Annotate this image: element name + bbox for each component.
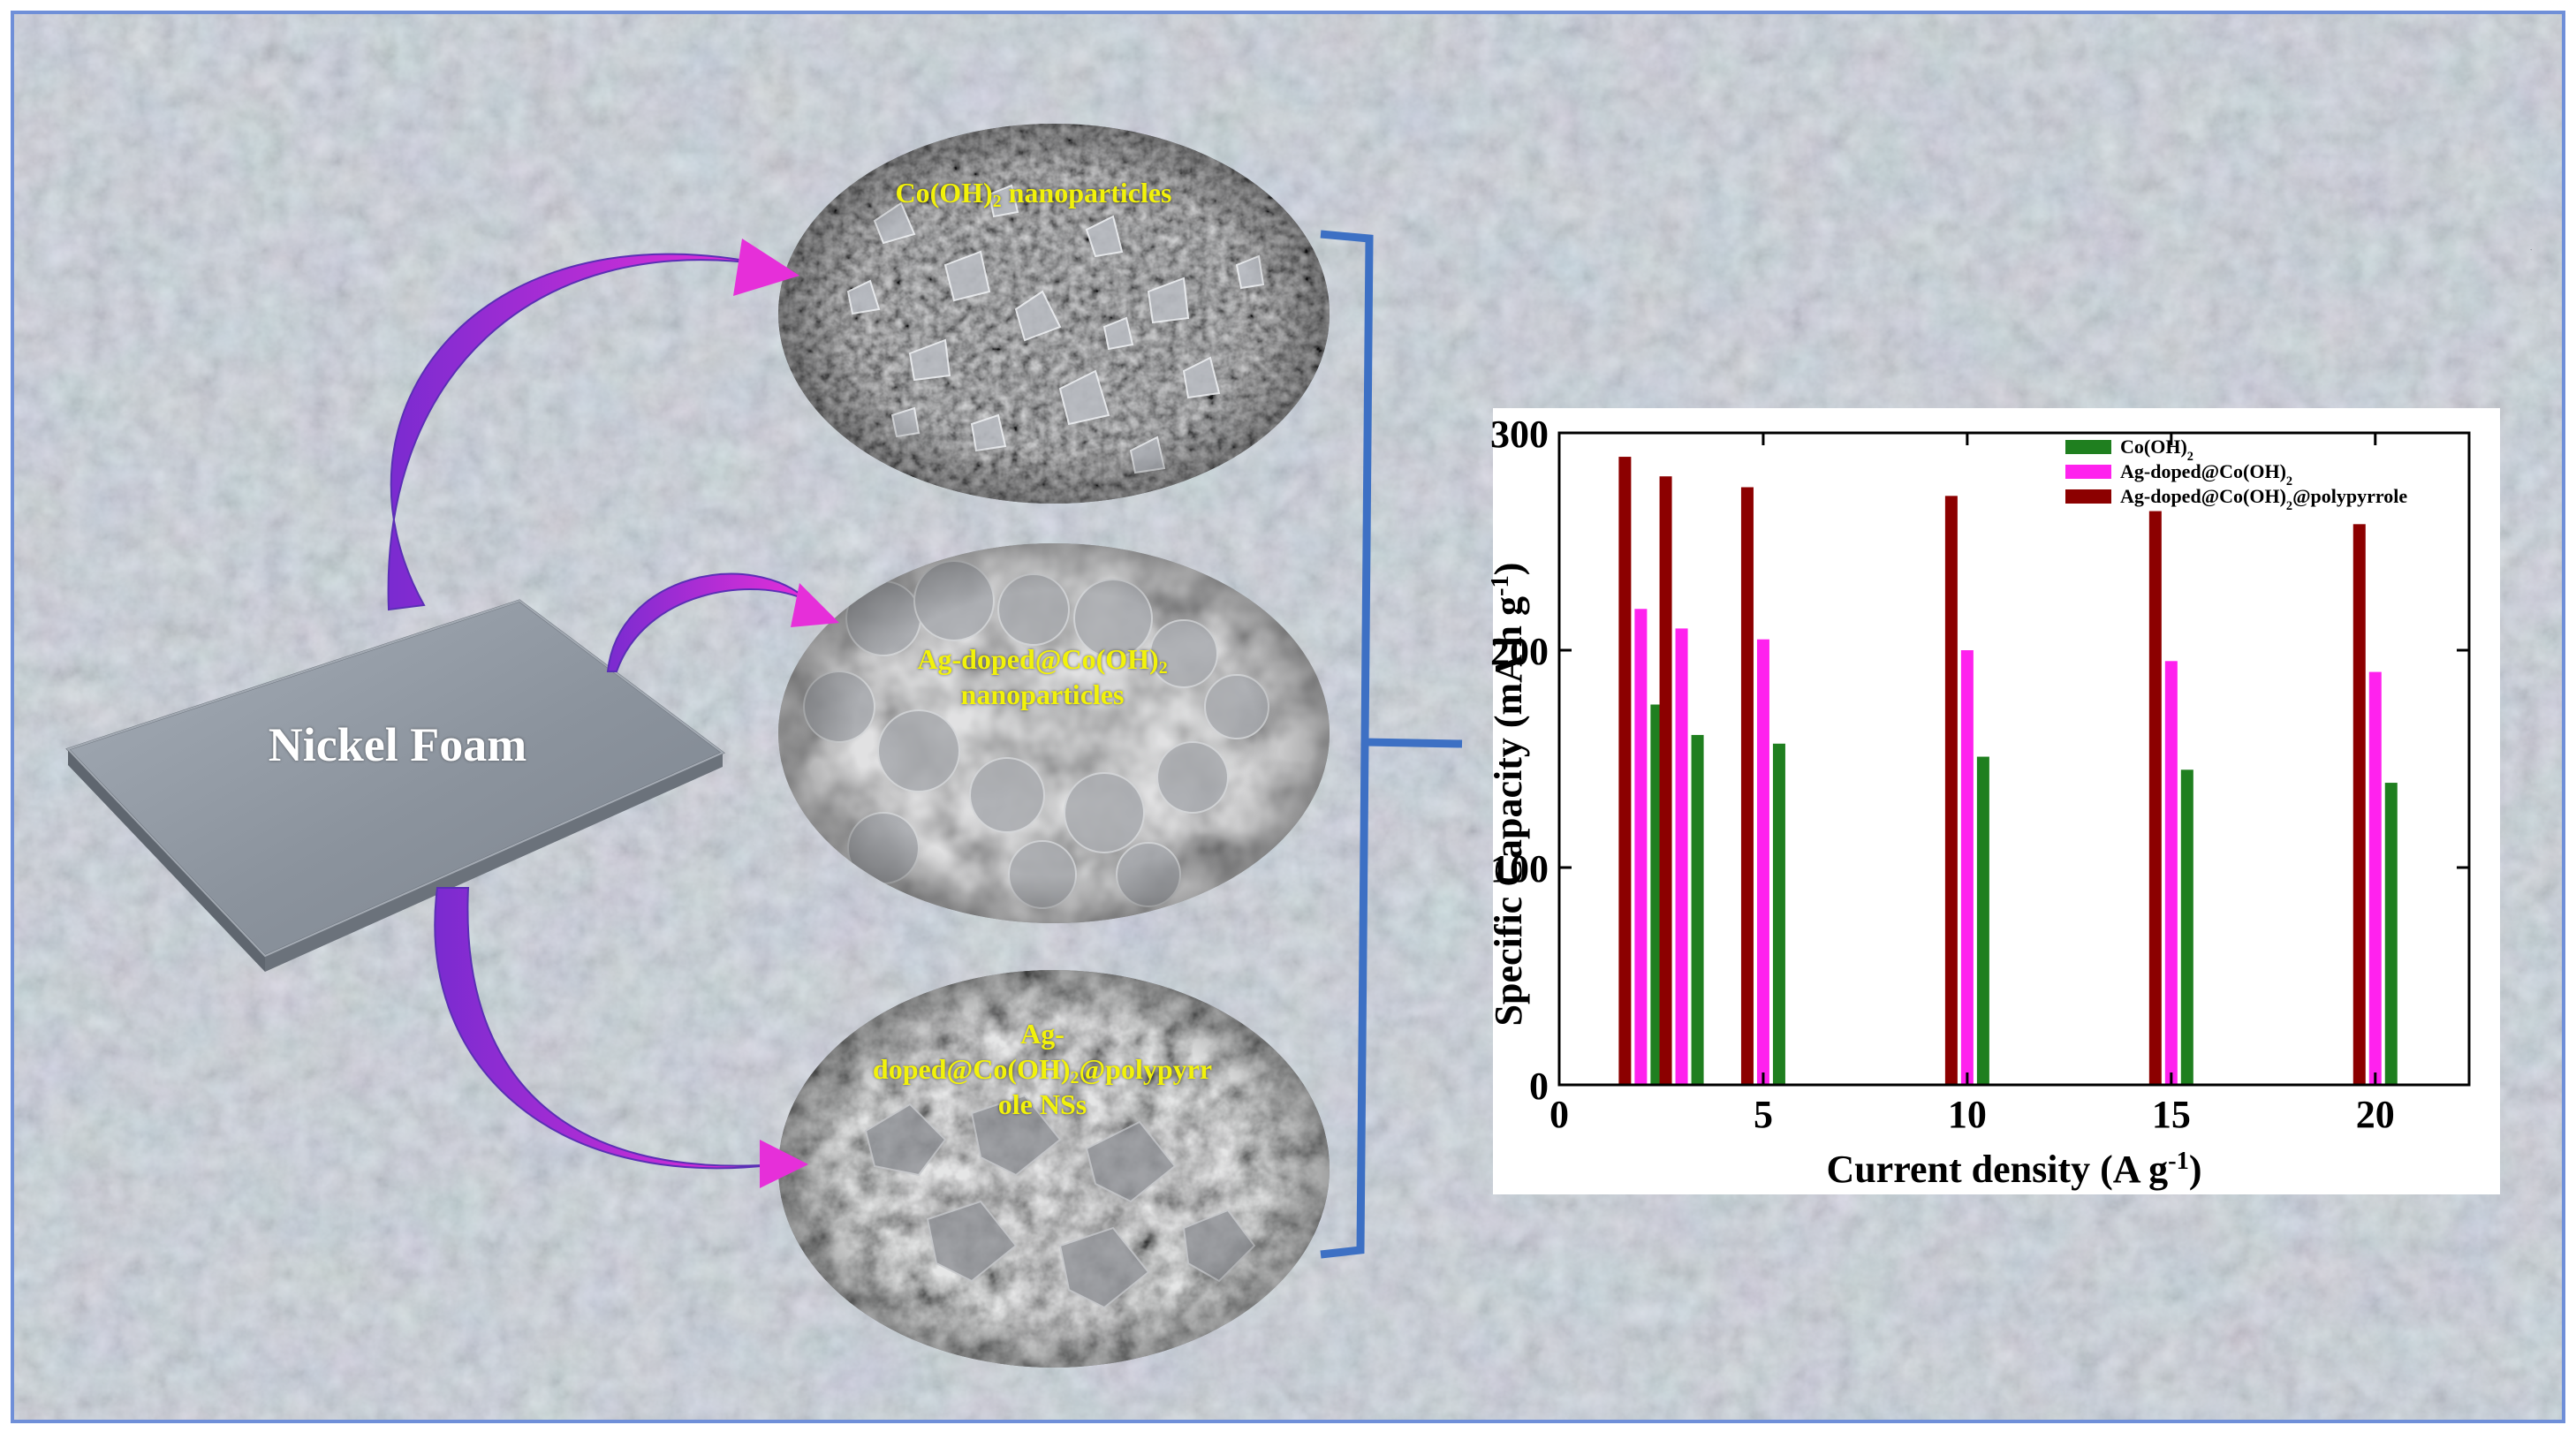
y-tick-label: 0 [1529,1065,1549,1108]
bar [2384,783,2398,1085]
bar [2352,524,2366,1085]
y-axis-label: Specific Capacity (mA h g-1) [1487,563,1531,1027]
bar [1740,487,1754,1085]
bar-chart: 0 100 200 300 0 5 10 15 20 Current density (A g-1… [1487,413,2471,1192]
y-tick-label: 200 [1490,630,1549,673]
bar [2148,511,2162,1085]
nickel-foam-label: Nickel Foam [268,718,527,771]
legend-swatch [2065,465,2111,479]
bar [2164,661,2178,1085]
outer-frame [11,11,2565,1423]
legend-label: Co(OH)2 [2120,436,2193,464]
bar [2368,671,2382,1085]
arrow-to-sem-1 [387,239,799,611]
bar [2180,769,2193,1085]
legend-swatch [2065,440,2111,454]
bar [1634,609,1648,1085]
x-tick-label: 5 [1754,1093,1773,1136]
sem-3-label: Ag-doped@Co(OH)2@polypyrr ole NSs [872,1018,1213,1120]
x-axis-label: Current density (A g-1) [1826,1148,2201,1192]
bar [1675,628,1688,1085]
nickel-foam-plate [65,599,725,972]
bar [1756,639,1769,1085]
x-tick-label: 10 [1948,1093,1987,1136]
bar [1691,734,1704,1085]
x-tick-label: 20 [2356,1093,2395,1136]
y-tick-label: 100 [1490,847,1549,891]
legend-label: Ag-doped@Co(OH)2@polypyrrole [2120,485,2407,513]
bar [1659,476,1672,1085]
legend-label: Ag-doped@Co(OH)2 [2120,460,2292,489]
sem-1-label: Co(OH)2 nanoparticles [895,177,1172,211]
legend-swatch [2065,489,2111,504]
sem-image-co-oh2 [778,124,1330,504]
bar [1960,650,1974,1085]
sem-image-ag-doped [778,543,1330,923]
bar [1976,756,1989,1085]
arrow-to-sem-2 [606,572,839,672]
bracket [1320,230,1463,1259]
x-tick-label: 15 [2152,1093,2191,1136]
y-tick-label: 300 [1490,413,1549,456]
sem-2-label: Ag-doped@Co(OH)2 nanoparticles [917,643,1168,710]
plot-frame [1557,431,2471,1087]
x-tick-label: 0 [1549,1093,1569,1136]
bar [1772,743,1785,1085]
sem-image-ag-doped-polypyrrole [778,970,1330,1368]
bar [1618,457,1632,1085]
bar [1944,496,1958,1085]
arrow-to-sem-3 [434,887,808,1188]
